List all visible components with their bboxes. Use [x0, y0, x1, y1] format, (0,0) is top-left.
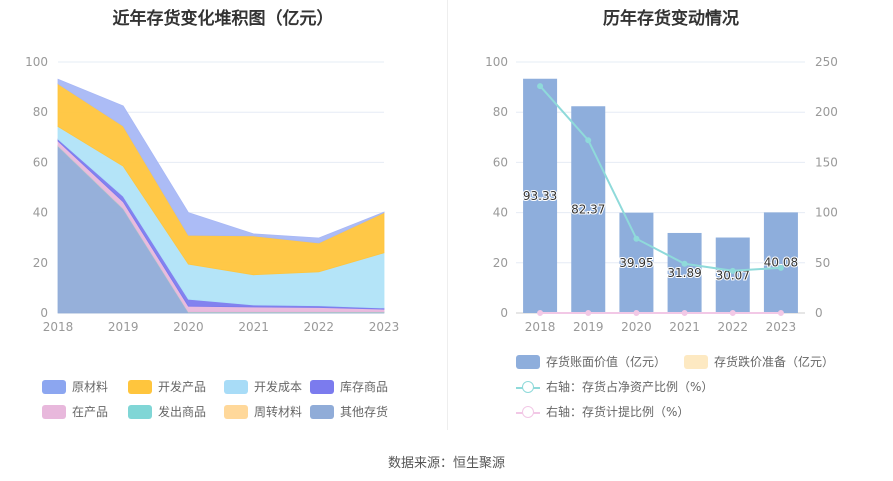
x-tick-label: 2018	[525, 320, 556, 334]
y-right-tick-label: 0	[815, 306, 823, 320]
x-tick-label: 2023	[766, 320, 797, 334]
legend-label: 其他存货	[340, 405, 389, 419]
legend-swatch	[128, 404, 152, 419]
legend-swatch	[310, 379, 334, 394]
y-left-tick-label: 60	[493, 155, 508, 169]
x-tick-label: 2020	[621, 320, 652, 334]
x-tick-label: 2021	[238, 320, 269, 334]
legend-swatch	[516, 354, 540, 369]
legend-item[interactable]: 右轴：存货计提比例（%）	[516, 403, 689, 420]
left-chart-title: 近年存货变化堆积图（亿元）	[112, 9, 334, 29]
y-left-tick-label: 0	[500, 306, 508, 320]
right-chart-panel: 历年存货变动情况 0 20 40 60 80 100 0 50 100 150 200 250 2018…	[449, 0, 893, 430]
y-right-tick-label: 200	[815, 105, 838, 119]
legend-swatch	[42, 404, 66, 419]
right-chart-title: 历年存货变动情况	[603, 9, 739, 29]
bar-data-label: 93.33	[523, 189, 557, 203]
net-asset-ratio-point	[681, 260, 688, 267]
provision-ratio-point	[777, 310, 784, 316]
y-tick-label: 40	[33, 206, 48, 220]
legend-label: 在产品	[72, 405, 109, 419]
x-tick-label: 2020	[173, 320, 204, 334]
provision-ratio-point	[537, 310, 544, 316]
x-tick-label: 2022	[717, 320, 748, 334]
legend-label: 存货跌价准备（亿元）	[714, 355, 835, 369]
legend-label: 发出商品	[158, 405, 207, 419]
legend-label: 存货账面价值（亿元）	[546, 355, 667, 369]
bar-inventory-value	[619, 212, 654, 313]
bar-data-label: 31.89	[667, 266, 701, 280]
net-asset-ratio-point	[537, 83, 544, 90]
legend-swatch	[224, 379, 248, 394]
data-source-footer: 数据来源：恒生聚源	[387, 456, 505, 471]
y-right-tick-label: 150	[815, 155, 838, 169]
legend-item[interactable]: 开发成本	[224, 378, 302, 395]
area-series-原材料	[57, 78, 385, 244]
legend-label: 库存商品	[340, 380, 389, 394]
legend-item[interactable]: 右轴：存货占净资产比例（%）	[516, 378, 713, 395]
legend-item[interactable]: 开发产品	[128, 378, 206, 395]
provision-ratio-point	[729, 310, 736, 316]
bar-data-label: 40.08	[764, 256, 798, 270]
legend-swatch	[684, 354, 708, 369]
x-tick-label: 2023	[369, 320, 400, 334]
legend-swatch	[516, 405, 540, 419]
legend-label: 周转材料	[254, 405, 303, 419]
y-right-tick-label: 250	[815, 55, 838, 69]
net-asset-ratio-line	[539, 85, 781, 272]
legend-label: 原材料	[72, 380, 109, 394]
bar-data-label: 82.37	[571, 203, 605, 217]
bar-data-label: 30.07	[716, 268, 750, 282]
x-tick-label: 2018	[43, 320, 74, 334]
y-right-tick-label: 50	[815, 256, 830, 270]
bar-inventory-value	[763, 212, 798, 313]
net-asset-ratio-point	[777, 264, 784, 271]
y-left-tick-label: 40	[493, 206, 508, 220]
left-chart-panel: 近年存货变化堆积图（亿元） 0 20 40 60 80 100 2018 2019 2020 20…	[0, 0, 446, 430]
legend-swatch	[310, 404, 334, 419]
bar-inventory-value	[715, 237, 750, 313]
y-left-tick-label: 80	[493, 105, 508, 119]
legend-swatch	[128, 379, 152, 394]
y-tick-label: 0	[40, 306, 48, 320]
y-tick-label: 20	[33, 256, 48, 270]
legend-item[interactable]: 发出商品	[128, 403, 206, 420]
legend-item[interactable]: 周转材料	[224, 403, 302, 420]
net-asset-ratio-point	[633, 235, 640, 242]
legend-item[interactable]: 存货账面价值（亿元）	[516, 353, 666, 370]
net-asset-ratio-point	[585, 137, 592, 144]
legend-swatch	[516, 380, 540, 394]
provision-ratio-point	[585, 310, 592, 316]
stacked-area-chart: 0 20 40 60 80 100 2018 2019 2020 2021 2022 2023	[25, 55, 400, 334]
y-left-tick-label: 100	[485, 55, 508, 69]
legend-item[interactable]: 原材料	[42, 378, 108, 395]
bar-inventory-value	[523, 78, 558, 313]
net-asset-ratio-point	[729, 267, 736, 274]
y-tick-label: 60	[33, 155, 48, 169]
bar-data-label: 39.95	[619, 256, 653, 270]
bar-inventory-value	[667, 232, 702, 313]
x-tick-label: 2019	[573, 320, 604, 334]
legend-label: 开发产品	[158, 380, 207, 394]
legend-label: 右轴：存货计提比例（%）	[546, 405, 690, 419]
x-tick-label: 2019	[108, 320, 139, 334]
x-tick-label: 2022	[304, 320, 335, 334]
legend-swatch	[42, 379, 66, 394]
provision-ratio-point	[633, 310, 640, 316]
y-right-tick-label: 100	[815, 206, 838, 220]
legend-label: 开发成本	[254, 380, 303, 394]
y-tick-label: 80	[33, 105, 48, 119]
panel-divider	[447, 0, 448, 430]
provision-ratio-point	[681, 310, 688, 316]
legend-label: 右轴：存货占净资产比例（%）	[546, 380, 714, 394]
legend-item[interactable]: 库存商品	[310, 378, 388, 395]
x-tick-label: 2021	[669, 320, 700, 334]
legend-item[interactable]: 其他存货	[310, 403, 388, 420]
legend-item[interactable]: 在产品	[42, 403, 108, 420]
y-tick-label: 100	[25, 55, 48, 69]
legend-swatch	[224, 404, 248, 419]
legend-item[interactable]: 存货跌价准备（亿元）	[684, 353, 834, 370]
bar-line-combo-chart: 0 20 40 60 80 100 0 50 100 150 200 250 2018 2019 2020 2…	[485, 55, 838, 334]
y-left-tick-label: 20	[493, 256, 508, 270]
